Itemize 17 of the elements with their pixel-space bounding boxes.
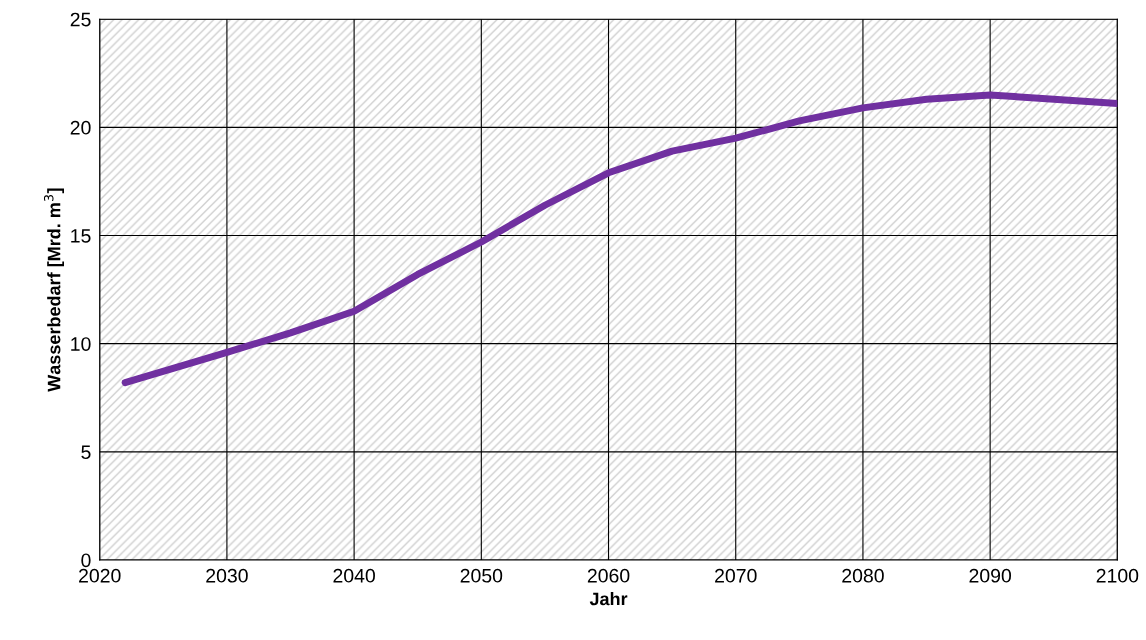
x-tick-label: 2020	[79, 568, 121, 583]
x-axis-title: Jahr	[589, 592, 628, 606]
x-tick-label: 2070	[715, 568, 757, 583]
y-tick-label: 25	[70, 12, 91, 27]
x-tick-label: 2060	[587, 568, 630, 583]
x-tick-label: 2040	[333, 568, 375, 583]
x-tick-label: 2090	[969, 568, 1012, 583]
y-tick-label: 0	[81, 553, 91, 568]
y-tick-label: 20	[70, 120, 91, 135]
y-tick-label: 5	[81, 445, 91, 460]
x-tick-label: 2100	[1096, 568, 1139, 583]
x-tick-label: 2050	[460, 568, 503, 583]
y-tick-label: 15	[71, 229, 91, 243]
y-axis-title: Wasserbedarf [Mrd. m$^{3}$]	[43, 188, 64, 392]
x-tick-label: 2030	[206, 568, 248, 583]
y-tick-label: 10	[71, 337, 91, 351]
x-tick-label: 2080	[842, 568, 884, 583]
